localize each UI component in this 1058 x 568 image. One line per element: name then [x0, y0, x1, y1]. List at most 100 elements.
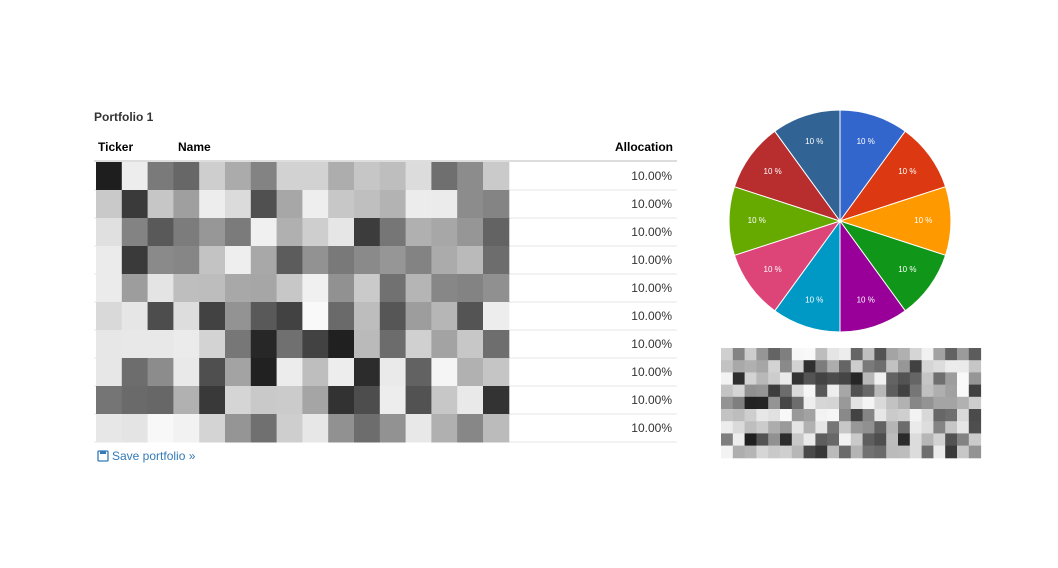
redacted-pixel	[791, 384, 805, 398]
redacted-pixel	[483, 358, 510, 387]
redacted-pixel	[379, 302, 407, 331]
redacted-pixel	[199, 414, 226, 443]
redacted-pixel	[405, 302, 432, 331]
redacted-pixel	[302, 414, 329, 443]
redacted-pixel	[302, 190, 329, 219]
redacted-pixel	[379, 246, 407, 275]
redacted-pixel	[968, 384, 982, 398]
redacted-pixel	[379, 330, 407, 359]
slice-label: 10 %	[857, 295, 875, 304]
redacted-pixel	[483, 162, 510, 191]
redacted-pixel	[483, 414, 510, 443]
redacted-pixel	[302, 246, 329, 275]
redacted-pixel	[827, 409, 840, 422]
save-link-text[interactable]: Save portfolio »	[112, 449, 196, 463]
redacted-pixel	[431, 162, 458, 191]
redacted-pixel	[839, 360, 852, 373]
redacted-pixel	[199, 330, 226, 359]
redacted-pixel	[909, 421, 923, 434]
redacted-pixel	[791, 433, 805, 447]
redacted-pixel	[909, 396, 923, 410]
redacted-pixel	[732, 396, 746, 410]
redacted-pixel	[933, 348, 946, 361]
redacted-pixel	[250, 302, 278, 331]
redacted-pixel	[96, 302, 123, 331]
redacted-pixel	[744, 421, 757, 434]
redacted-pixel	[121, 386, 149, 415]
redacted-pixel	[431, 358, 458, 387]
redacted-pixel	[921, 384, 934, 398]
redacted-pixel	[147, 190, 174, 219]
redacted-pixel	[839, 433, 852, 447]
redacted-pixel	[815, 348, 828, 361]
redacted-pixel	[744, 384, 757, 398]
redacted-pixel	[732, 372, 746, 386]
redacted-pixel	[933, 360, 946, 373]
redacted-pixel	[744, 433, 757, 447]
redacted-pixel	[756, 372, 769, 386]
redacted-pixel	[173, 246, 200, 275]
slice-label: 10 %	[805, 137, 823, 146]
redacted-pixel	[225, 218, 252, 247]
redacted-pixel	[328, 330, 355, 359]
redacted-pixel	[328, 190, 355, 219]
redacted-pixel	[968, 348, 982, 361]
redacted-pixel	[839, 372, 852, 386]
redacted-pixel	[768, 372, 781, 386]
redacted-pixel	[250, 274, 278, 303]
redacted-pixel	[780, 421, 793, 434]
redacted-pixel	[862, 372, 875, 386]
redacted-pixel	[354, 218, 381, 247]
redacted-pixel	[483, 246, 510, 275]
redacted-pixel	[968, 360, 982, 373]
redacted-pixel	[968, 421, 982, 434]
redacted-pixel	[815, 372, 828, 386]
redacted-pixel	[328, 358, 355, 387]
redacted-pixel	[803, 372, 816, 386]
redacted-pixel	[815, 396, 828, 410]
allocation-cell: 10.00%	[631, 309, 672, 323]
redacted-pixel	[909, 384, 923, 398]
redacted-pixel	[968, 433, 982, 447]
redacted-pixel	[862, 421, 875, 434]
redacted-pixel	[457, 246, 484, 275]
redacted-pixel	[721, 445, 734, 459]
redacted-pixel	[732, 445, 746, 459]
redacted-pixel	[328, 246, 355, 275]
redacted-pixel	[874, 348, 887, 361]
redacted-pixel	[96, 330, 123, 359]
redacted-pixel	[483, 218, 510, 247]
redacted-pixel	[199, 274, 226, 303]
redacted-pixel	[862, 384, 875, 398]
redacted-pixel	[250, 330, 278, 359]
redacted-pixel	[839, 445, 852, 459]
redacted-pixel	[121, 274, 149, 303]
redacted-pixel	[839, 409, 852, 422]
redacted-pixel	[276, 162, 303, 191]
redacted-pixel	[933, 421, 946, 434]
redacted-pixel	[909, 433, 923, 447]
redacted-pixel	[225, 330, 252, 359]
redacted-pixel	[405, 386, 432, 415]
redacted-pixel	[850, 445, 864, 459]
redacted-pixel	[827, 396, 840, 410]
redacted-pixel	[945, 409, 958, 422]
redacted-pixel	[756, 348, 769, 361]
redacted-pixel	[780, 348, 793, 361]
redacted-pixel	[756, 433, 769, 447]
redacted-pixel	[945, 421, 958, 434]
redacted-pixel	[886, 396, 899, 410]
allocation-cell: 10.00%	[631, 365, 672, 379]
redacted-pixel	[147, 274, 174, 303]
redacted-pixel	[909, 360, 923, 373]
redacted-pixel	[405, 274, 432, 303]
redacted-pixel	[957, 421, 970, 434]
save-link[interactable]: Save portfolio »	[97, 449, 196, 463]
redacted-pixel	[173, 218, 200, 247]
redacted-pixel	[431, 414, 458, 443]
redacted-pixel	[791, 360, 805, 373]
redacted-pixel	[457, 162, 484, 191]
slice-label: 10 %	[914, 216, 932, 225]
redacted-pixel	[732, 421, 746, 434]
